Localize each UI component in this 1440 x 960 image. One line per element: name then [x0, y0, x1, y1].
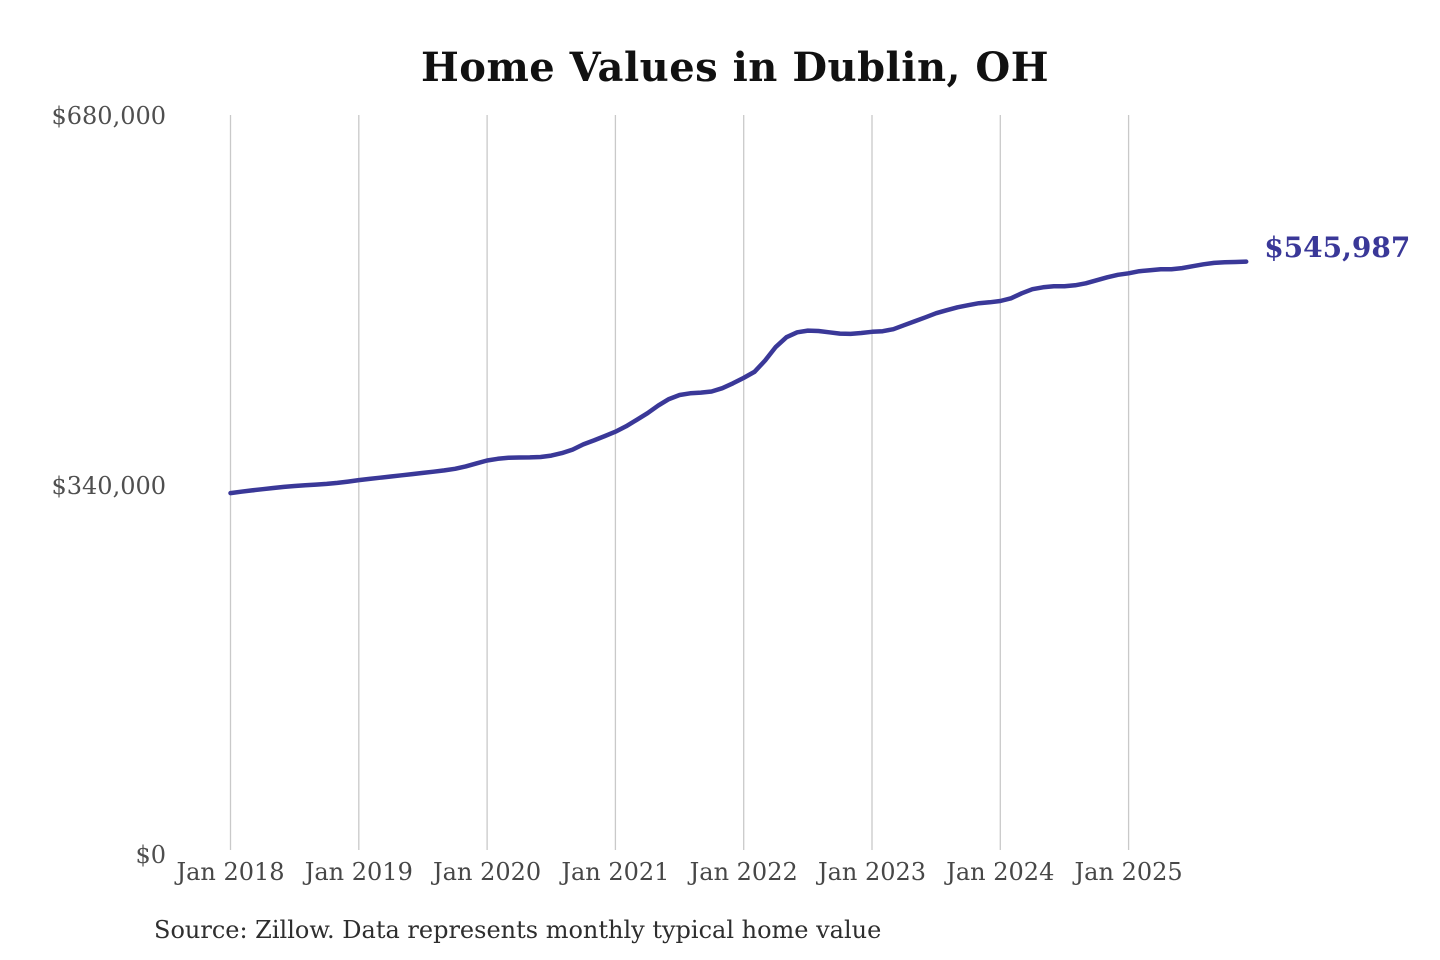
x-tick-label: Jan 2023	[817, 858, 927, 886]
x-tick-label: Jan 2019	[304, 858, 413, 886]
chart-title: Home Values in Dublin, OH	[420, 44, 1050, 91]
y-tick-label: $0	[135, 841, 166, 869]
y-tick-label: $680,000	[51, 102, 166, 130]
x-tick-label: Jan 2022	[689, 858, 798, 886]
gridlines	[229, 115, 1130, 850]
y-tick-label: $340,000	[51, 471, 166, 500]
x-tick-label: Jan 2025	[1074, 858, 1183, 886]
x-tick-label: Jan 2020	[433, 858, 542, 886]
source-note: Source: Zillow. Data represents monthly …	[154, 916, 882, 944]
x-tick-label: Jan 2021	[561, 858, 670, 886]
x-tick-label: Jan 2024	[946, 858, 1055, 886]
latest-value-label: $545,987	[1264, 230, 1411, 264]
x-tick-label: Jan 2018	[176, 858, 285, 886]
home-value-line	[228, 259, 1249, 496]
